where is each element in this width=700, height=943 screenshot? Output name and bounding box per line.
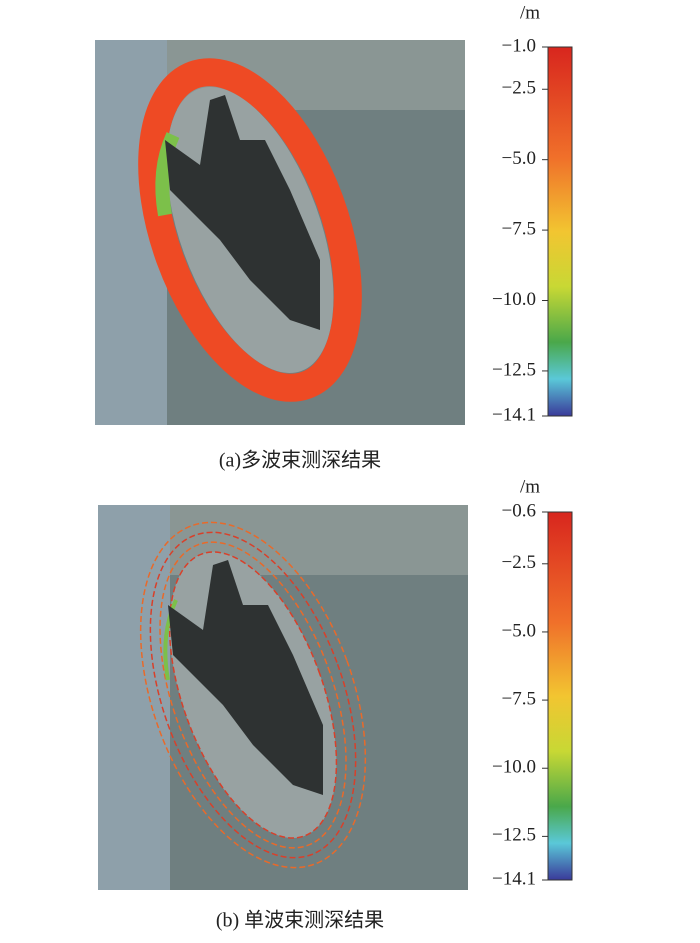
caption: (b) 单波束测深结果 bbox=[216, 909, 384, 932]
colorbar bbox=[547, 511, 573, 881]
colorbar-tick-label: −12.5 bbox=[492, 359, 536, 380]
depth-ring-deep bbox=[155, 132, 180, 217]
colorbar-unit: /m bbox=[520, 476, 540, 497]
caption: (a)多波束测深结果 bbox=[219, 449, 381, 472]
colorbar-tick-label: −7.5 bbox=[502, 688, 536, 709]
colorbar-tick-label: −10.0 bbox=[492, 289, 536, 310]
colorbar-tick-label: −2.5 bbox=[502, 78, 536, 99]
sea-left bbox=[98, 505, 170, 890]
colorbar-unit: /m bbox=[520, 2, 540, 23]
colorbar-tick-label: −2.5 bbox=[502, 552, 536, 573]
survey-line-deep bbox=[163, 599, 178, 681]
survey-line bbox=[149, 531, 357, 859]
map-image bbox=[95, 40, 465, 425]
map-image bbox=[98, 505, 468, 890]
survey-line bbox=[159, 541, 347, 849]
colorbar-tick-label: −14.1 bbox=[492, 404, 536, 425]
colorbar-tick-label: −5.0 bbox=[502, 620, 536, 641]
island bbox=[168, 560, 323, 795]
survey-line bbox=[168, 551, 338, 839]
depth-ring bbox=[138, 58, 362, 402]
colorbar-tick-label: −1.0 bbox=[502, 35, 536, 56]
colorbar-tick-label: −14.1 bbox=[492, 868, 536, 889]
colorbar-tick-label: −7.5 bbox=[502, 218, 536, 239]
colorbar-tick-label: −12.5 bbox=[492, 825, 536, 846]
colorbar-tick-label: −0.6 bbox=[502, 500, 536, 521]
colorbar-tick-label: −10.0 bbox=[492, 757, 536, 778]
colorbar bbox=[547, 46, 573, 417]
colorbar-tick-label: −5.0 bbox=[502, 148, 536, 169]
island bbox=[165, 95, 320, 330]
